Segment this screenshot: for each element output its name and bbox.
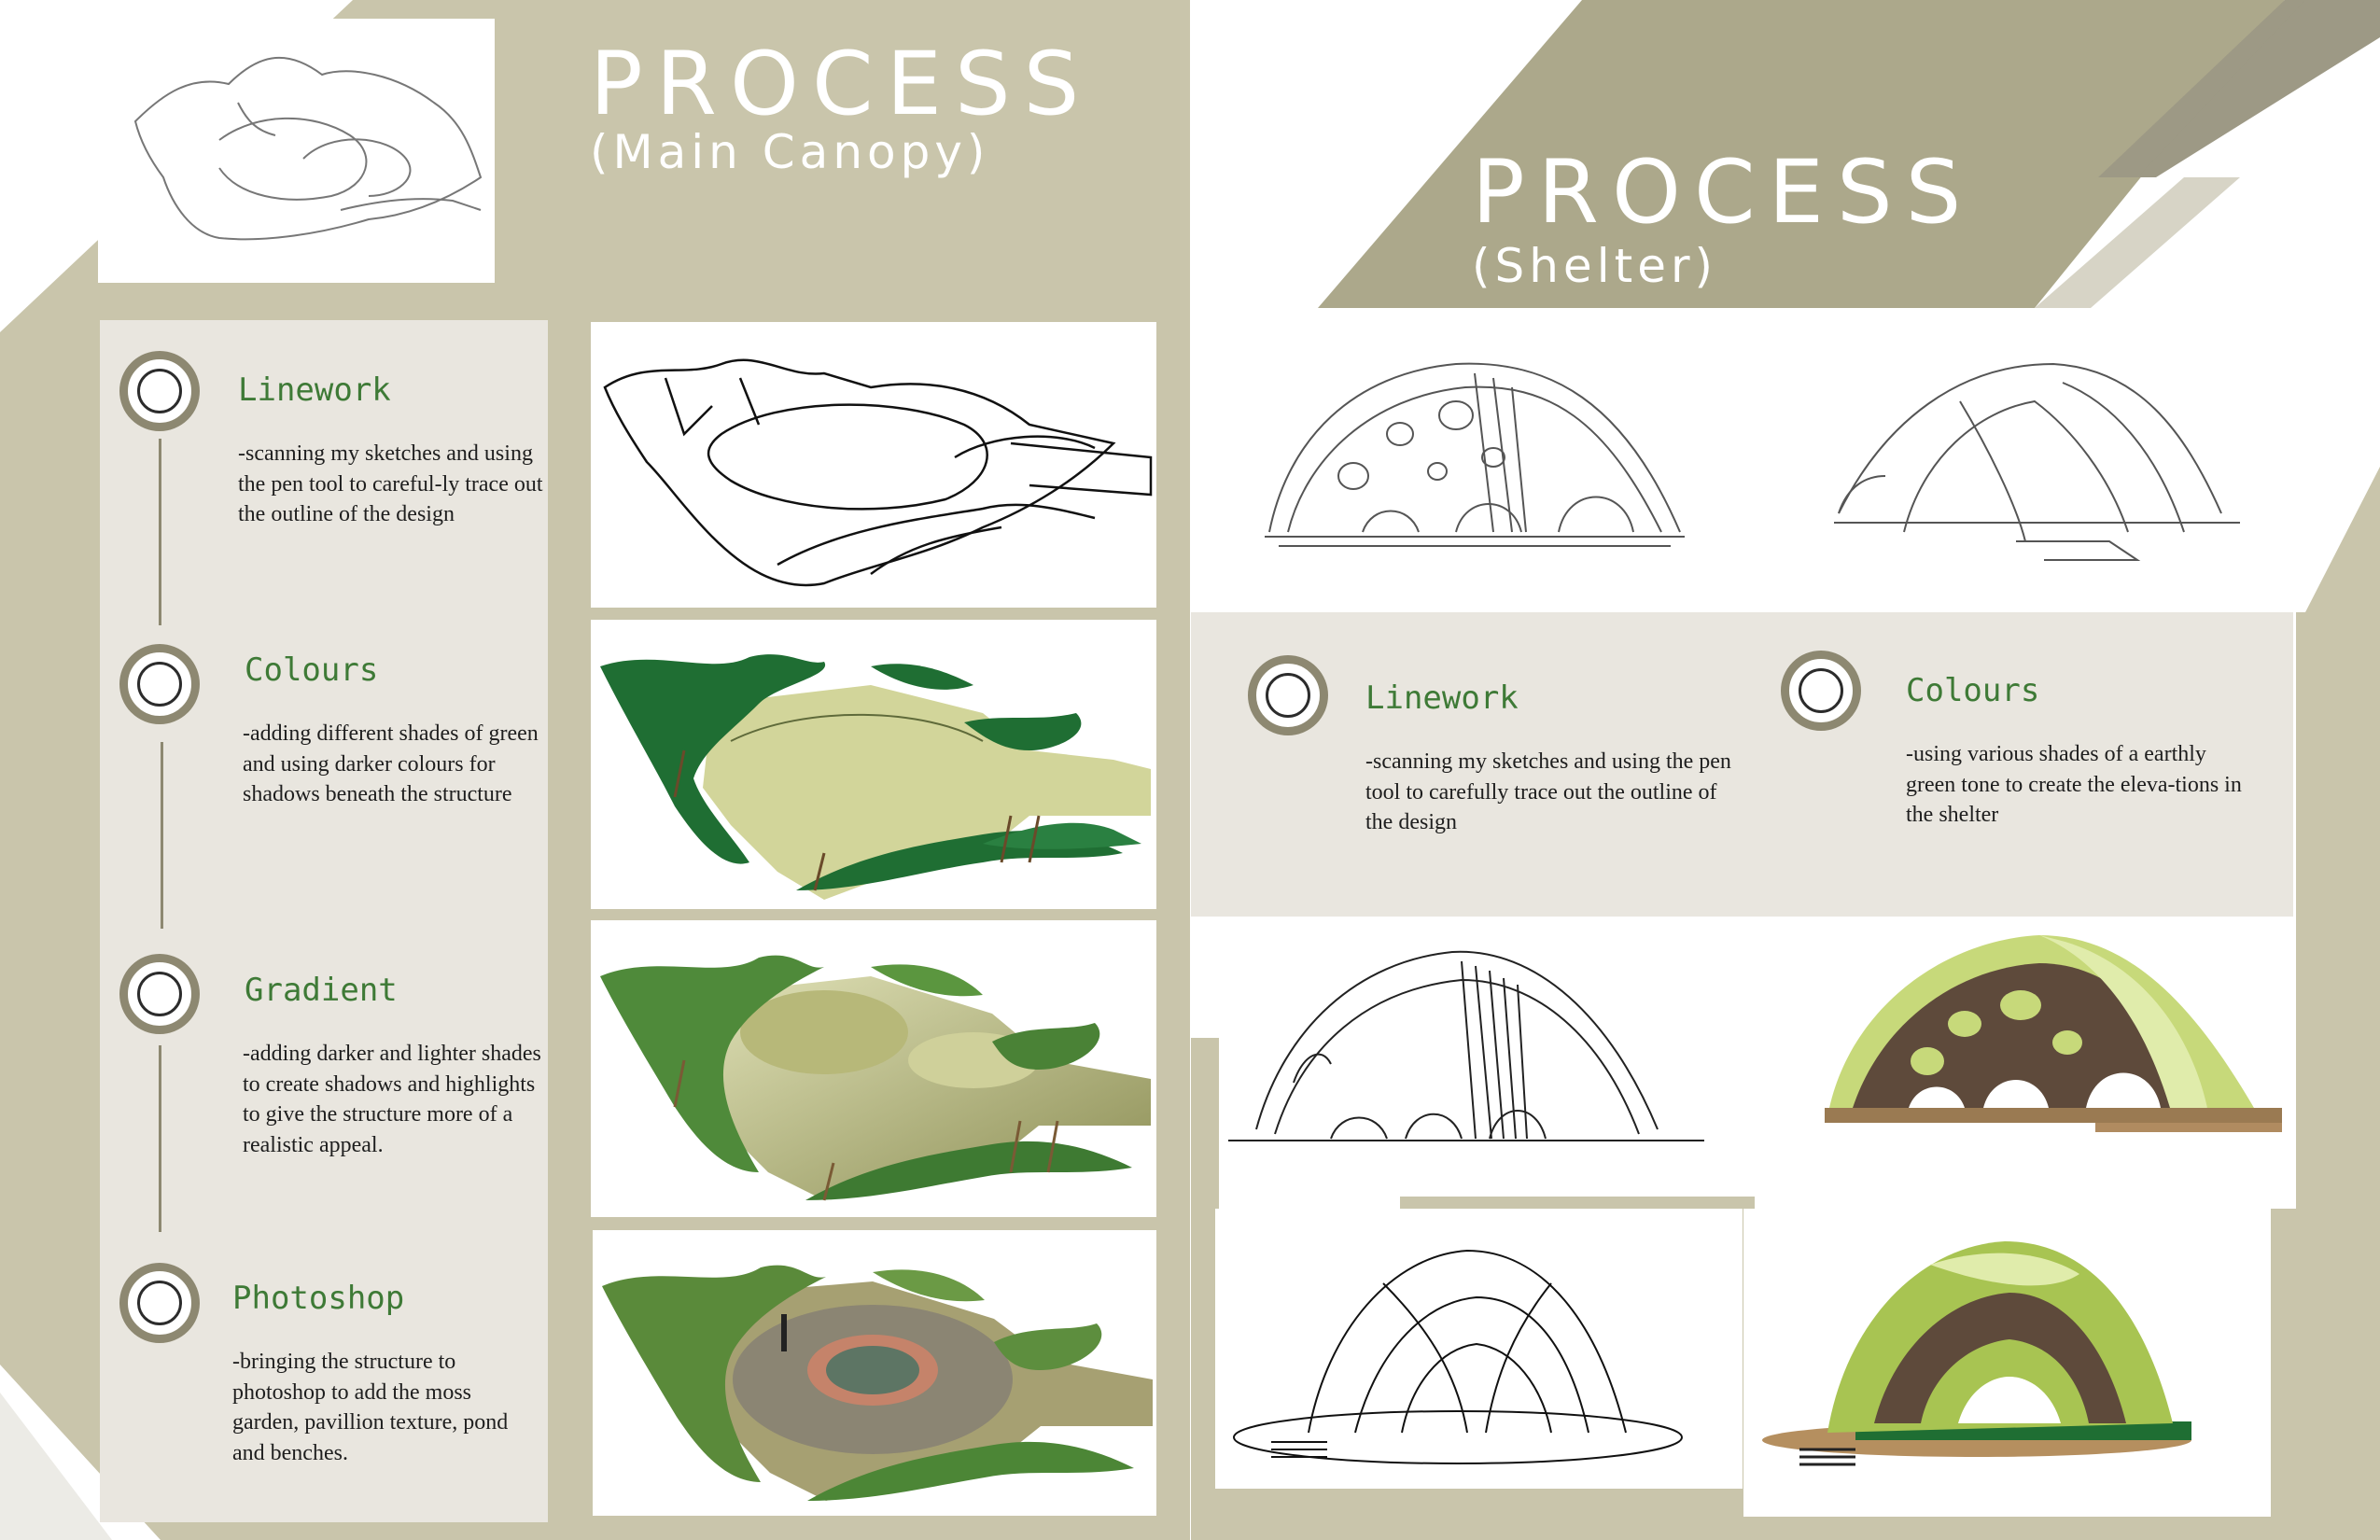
shelter-colours-perspective (1743, 1209, 2271, 1517)
shelter-sketch-right (1829, 345, 2268, 579)
shelter-linework-perspective-drawing (1233, 1249, 1683, 1464)
canopy-gradient-drawing (600, 955, 1151, 1201)
step-gradient-heading: Gradient (245, 972, 398, 1009)
main-canopy-title: PROCESS (590, 34, 1093, 135)
shelter-subtitle: (Shelter) (1472, 239, 1718, 293)
step-photoshop-heading: Photoshop (232, 1280, 405, 1317)
timeline-connector (161, 742, 163, 929)
canopy-photoshop-image (593, 1230, 1156, 1516)
shelter-linework-perspective (1215, 1209, 1743, 1489)
step-photoshop-icon (119, 1263, 200, 1343)
timeline-connector (159, 439, 161, 625)
step-linework-text: -scanning my sketches and using the pen … (238, 441, 543, 526)
shelter-linework-side (1219, 924, 1742, 1190)
canopy-linework-drawing (603, 358, 1153, 587)
step-gradient-icon (119, 954, 200, 1034)
shelter-sketch-right-drawing (1834, 362, 2240, 561)
canopy-colours-drawing (600, 654, 1151, 900)
shelter-linework-side-drawing (1228, 950, 1704, 1141)
sketch-drawing (133, 56, 483, 241)
shelter-linework-icon (1248, 655, 1328, 735)
canopy-photoshop-drawing (602, 1265, 1153, 1501)
shelter-sketch-left (1251, 345, 1699, 579)
shelter-colours-heading: Colours (1906, 672, 2040, 709)
shelter-title: PROCESS (1472, 142, 1975, 244)
step-linework-icon (119, 351, 200, 431)
shelter-sketch-left-drawing (1265, 362, 1685, 547)
right-steps-panel (1191, 612, 2293, 917)
step-colours-icon (119, 644, 200, 724)
canopy-gradient-image (591, 920, 1156, 1217)
canopy-linework-image (591, 322, 1156, 608)
sketch-thumbnail (98, 19, 495, 283)
main-canopy-subtitle: (Main Canopy) (590, 125, 990, 179)
shelter-colours-icon (1781, 651, 1861, 731)
shelter-linework-heading: Linework (1365, 679, 1519, 717)
timeline-connector (159, 1045, 161, 1232)
shelter-colours-perspective-drawing (1762, 1241, 2191, 1466)
shelter-colours-side (1815, 921, 2291, 1183)
shelter-colours-text: -using various shades of a earthly green… (1906, 742, 2242, 827)
shelter-colours-side-drawing (1825, 935, 2282, 1132)
step-linework-heading: Linework (238, 371, 391, 409)
shelter-linework-text: -scanning my sketches and using the pen … (1365, 749, 1731, 834)
step-gradient-text: -adding darker and lighter shades to cre… (243, 1042, 541, 1157)
step-colours-heading: Colours (245, 651, 379, 689)
step-photoshop-text: -bringing the structure to photoshop to … (232, 1350, 509, 1465)
canopy-colours-image (591, 620, 1156, 909)
step-colours-text: -adding different shades of green and us… (243, 721, 539, 806)
